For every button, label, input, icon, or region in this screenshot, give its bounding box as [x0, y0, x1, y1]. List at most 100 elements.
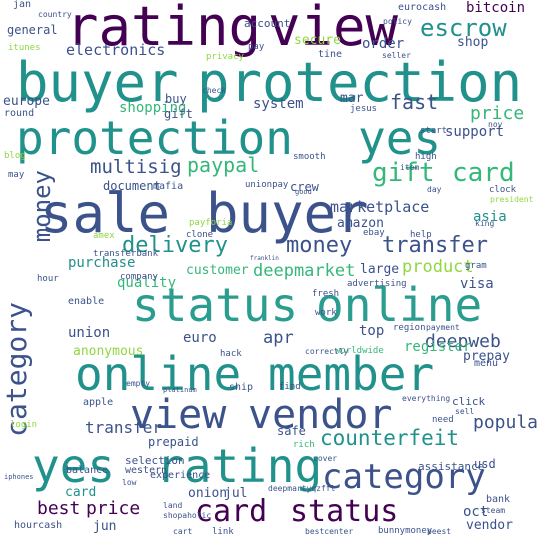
word-need: apple: [83, 397, 114, 408]
word-correctly: click: [452, 395, 486, 408]
word-online: online: [75, 347, 242, 401]
word-onion: popular: [473, 412, 539, 433]
word-region: menu: [474, 358, 499, 369]
word-click: selection: [125, 454, 185, 467]
word-start: document: [103, 179, 161, 193]
word-money: money: [286, 233, 353, 258]
word-cart: need: [432, 415, 454, 425]
word-quality: deepmarket: [253, 261, 356, 281]
word-iphones: deepmartyqzffl: [268, 484, 336, 493]
word-smooth: unionpay: [245, 180, 289, 190]
word-experience: login: [10, 420, 38, 430]
word-customer: king: [475, 219, 495, 228]
word-land: ship: [229, 382, 254, 393]
word-unionpay: payment: [426, 323, 460, 332]
word-menu: experience: [150, 470, 211, 481]
word-policy: cart: [173, 527, 193, 536]
word-sale: sale: [40, 182, 171, 245]
word-view: view: [268, 0, 399, 58]
word-seller: jan: [13, 0, 32, 10]
word-usd: western: [125, 465, 168, 476]
word-bunnymoney: cover: [313, 454, 338, 463]
word-trusted: tine: [318, 49, 343, 60]
word-american: check: [202, 86, 227, 95]
word-hack: usd: [474, 457, 496, 471]
word-payforia: region: [393, 323, 426, 333]
word-deepmarketcgwpdwmna: franklin: [250, 255, 279, 262]
word-balance: vendor: [466, 518, 513, 533]
word-day: smooth: [293, 152, 326, 162]
word-shopaholic: empty: [126, 379, 151, 388]
word-clock: start: [420, 126, 448, 136]
word-large: product: [402, 257, 474, 277]
word-deepmarket: purchase: [68, 255, 136, 271]
word-secure: secure: [294, 33, 341, 48]
word-king: advertising: [347, 279, 407, 289]
word-oct: safe: [277, 424, 306, 438]
word-itunes: beest: [427, 527, 452, 536]
word-mafia: ebay: [363, 228, 385, 238]
word-mar: mar: [340, 91, 364, 106]
word-login: oct: [463, 504, 489, 520]
word-hour: item: [400, 163, 420, 172]
word-price: price: [470, 103, 525, 124]
word-western: card: [65, 485, 97, 500]
word-nov: crew: [290, 180, 319, 194]
word-clone: hack: [220, 349, 242, 359]
word-ship: enable: [68, 296, 105, 307]
word-support: support: [445, 124, 505, 140]
word-price: price: [86, 498, 141, 519]
word-assistance: balance: [66, 465, 109, 476]
word-bitcoin: bitcoin: [466, 0, 526, 16]
word-amex: president: [490, 195, 534, 204]
word-know: may: [8, 170, 25, 180]
word-item: fresh: [312, 289, 340, 299]
word-amazon: asia: [473, 209, 507, 225]
word-card: card: [452, 158, 515, 188]
word-deepmartyqzffl: platinum: [163, 386, 197, 394]
word-jesus: policy: [383, 17, 412, 26]
word-ebay: correctly: [305, 347, 349, 356]
word-yes: yes: [32, 439, 116, 493]
word-jun: jul: [224, 486, 248, 501]
word-general: bestcenter: [305, 527, 354, 536]
word-buy: buy: [165, 92, 187, 106]
word-best: best: [37, 498, 81, 519]
word-online: online: [316, 278, 483, 332]
word-worldwide: assistance: [418, 460, 485, 473]
word-advertising: day: [427, 185, 442, 194]
word-check: country: [38, 10, 72, 19]
word-visa: quality: [117, 275, 177, 291]
word-istore: privacy: [206, 52, 244, 62]
word-card: card: [195, 494, 268, 529]
word-steam: land: [163, 501, 183, 510]
word-rating: rating: [156, 439, 323, 493]
word-status: status: [290, 494, 399, 529]
word-buyer: buyer: [206, 182, 369, 245]
word-transfer: transfer: [382, 233, 488, 258]
word-message: pay: [248, 42, 265, 52]
word-shop: shop: [457, 35, 489, 50]
word-president: gram: [465, 261, 487, 271]
word-escrow: escrow: [420, 14, 507, 42]
word-eurocash: link: [212, 527, 234, 537]
word-shopping: shopping: [119, 100, 187, 116]
word-paypal: paypal: [187, 153, 260, 177]
word-fast: fast: [390, 90, 439, 114]
word-great: blog: [4, 151, 26, 161]
word-view: view: [130, 392, 227, 438]
word-round: eurocash: [398, 2, 447, 13]
word-high: mafia: [153, 181, 184, 192]
word-anonymous: union: [68, 325, 111, 341]
word-prepay: apr: [263, 328, 294, 348]
word-card: onion: [188, 486, 228, 501]
word-protection: protection: [16, 111, 293, 165]
word-delivery: delivery: [122, 233, 228, 258]
word-selection: jun: [93, 519, 117, 534]
word-company: nov: [488, 120, 503, 129]
word-gift: gift: [164, 107, 193, 121]
word-document: clone: [186, 230, 214, 240]
word-prepaid: prepay: [463, 349, 510, 364]
word-account: bunnymoney: [378, 526, 433, 536]
word-pay: bank: [486, 494, 511, 505]
